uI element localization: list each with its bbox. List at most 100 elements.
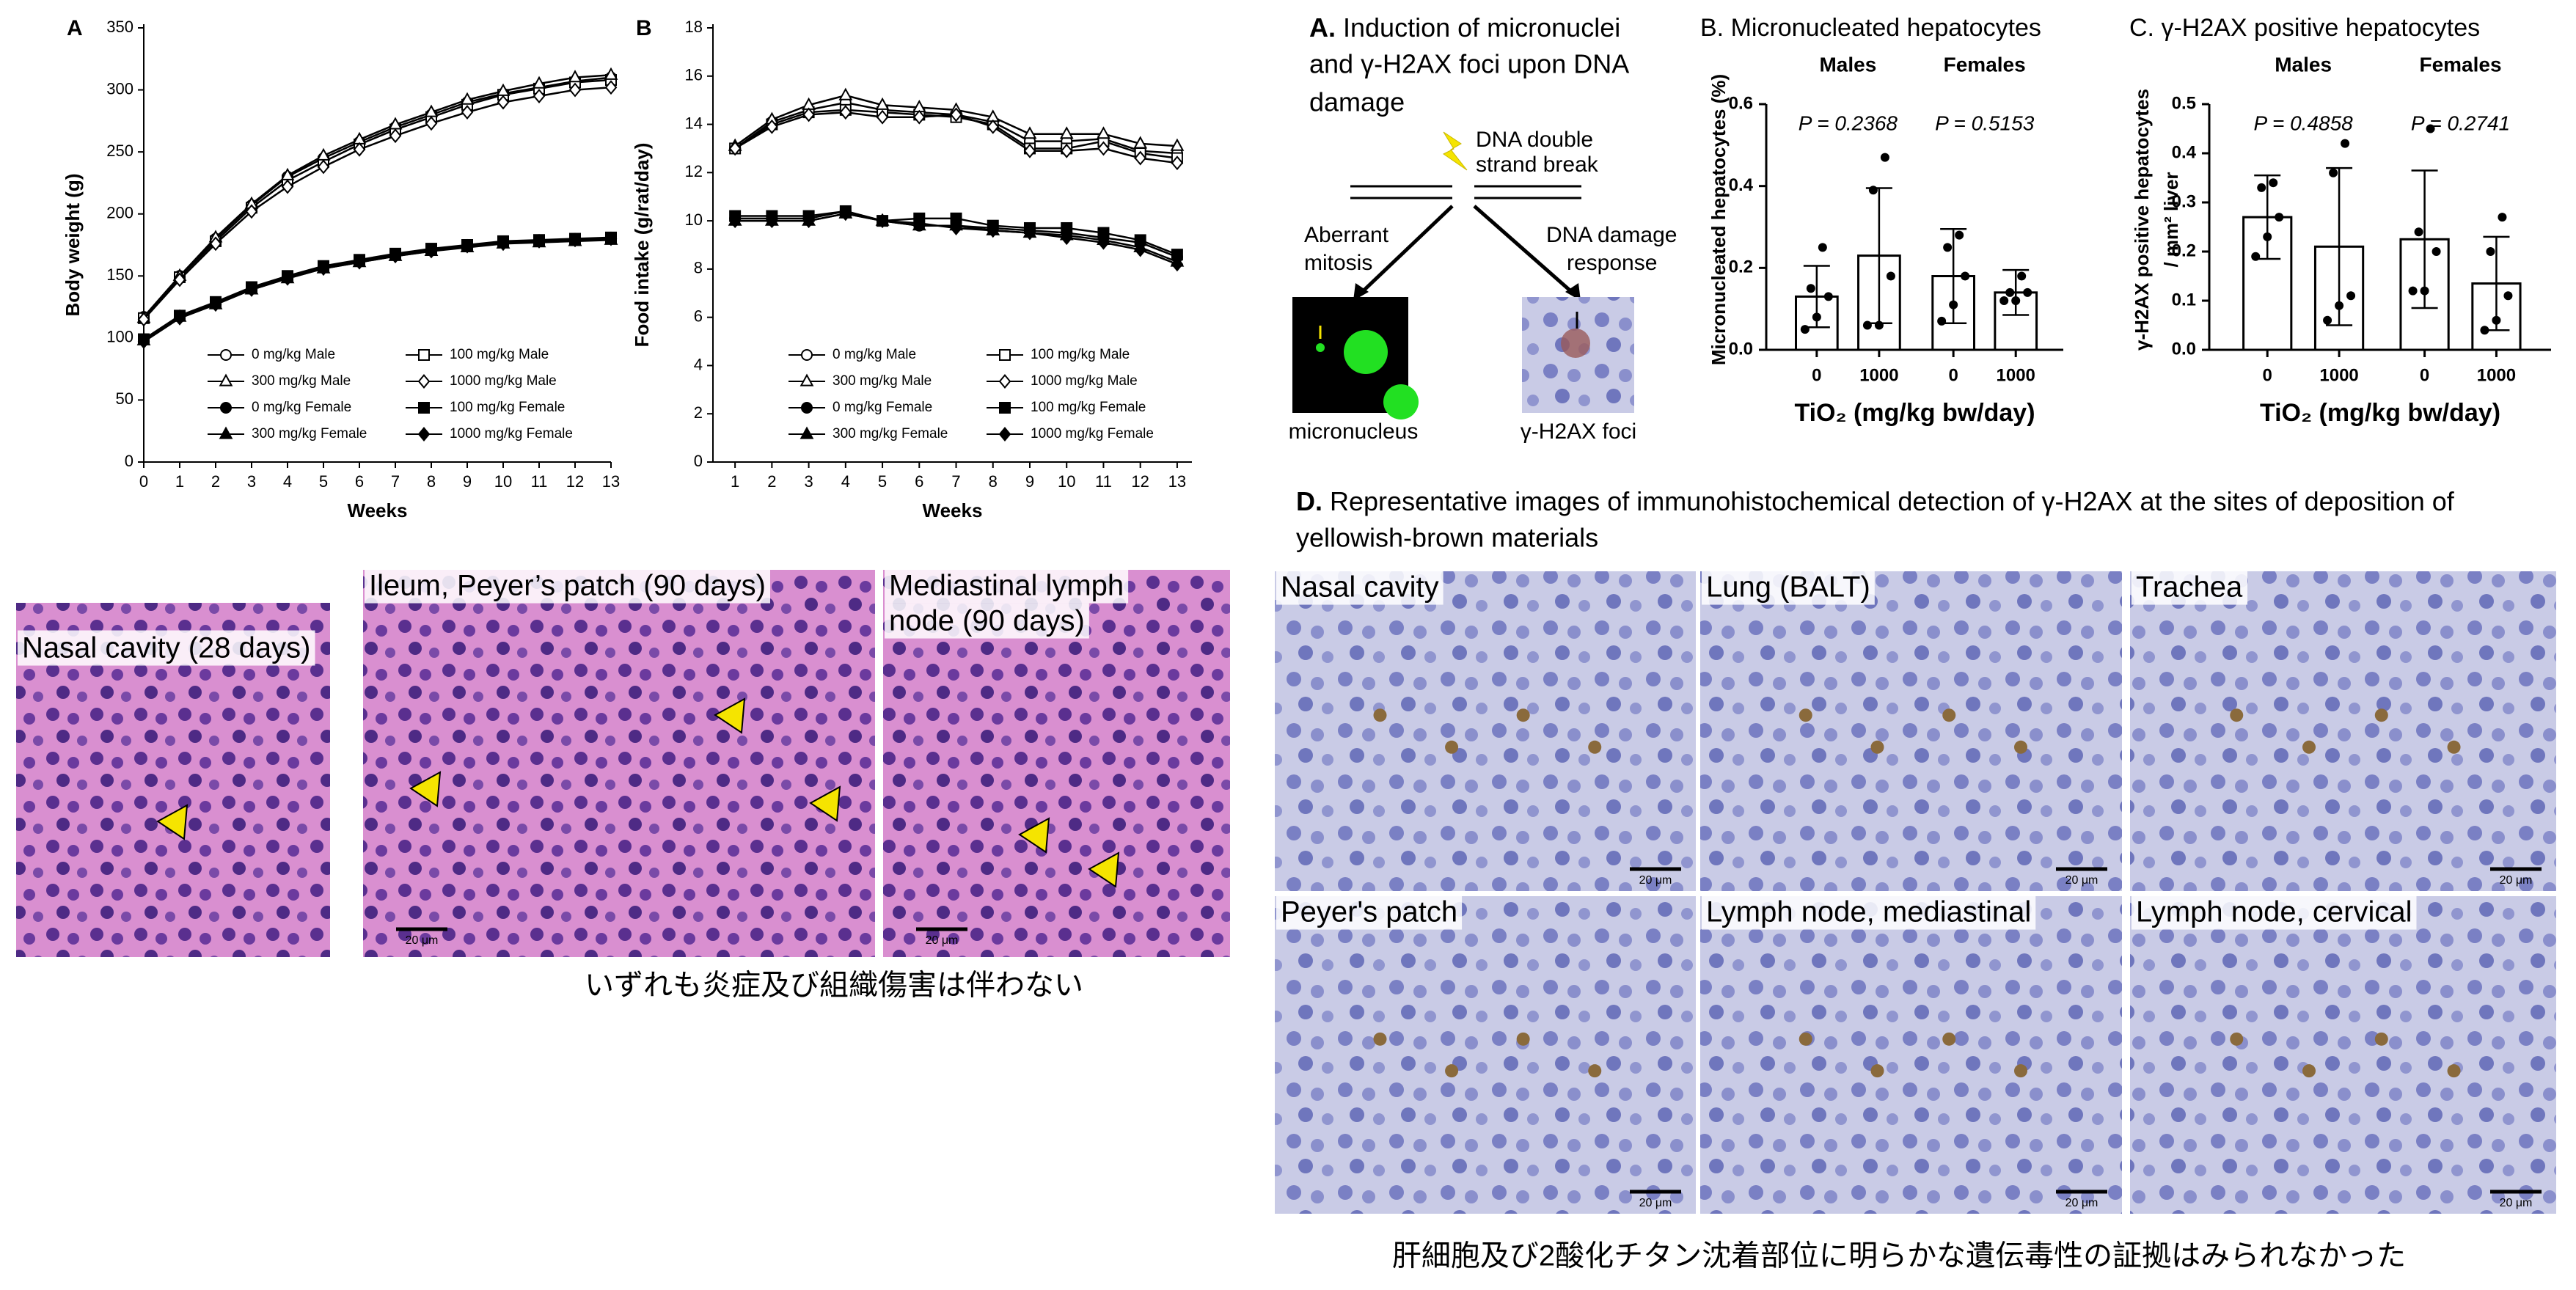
label-bg (885, 568, 1129, 604)
data-point (2346, 291, 2356, 301)
deposit (1799, 708, 1812, 722)
data-point (1862, 320, 1872, 330)
marker (568, 232, 582, 248)
y-tick-label: 4 (694, 355, 703, 373)
marker (1060, 230, 1073, 246)
x-tick-label: 1000 (2319, 365, 2358, 385)
marker (838, 87, 853, 100)
marker (1097, 126, 1110, 139)
data-point (2005, 287, 2015, 297)
y-tick-label: 250 (106, 142, 133, 160)
p-value: P = 0.5153 (1935, 111, 2035, 134)
panel-label: Ileum, Peyer’s patch (90 days) (369, 570, 766, 602)
y-tick-label: 0.2 (1729, 257, 1753, 277)
deposit (1942, 708, 1956, 722)
marker (353, 142, 366, 157)
scale-label: 20 μm (1639, 874, 1672, 887)
data-point (2480, 326, 2489, 335)
error-bar (2002, 268, 2030, 316)
x-tick-label: 2 (767, 472, 776, 491)
arrowhead (1565, 283, 1581, 301)
deposit (1516, 708, 1530, 722)
mitosis-label: mitosis (1304, 251, 1372, 275)
x-tick-label: 12 (1131, 472, 1149, 491)
marker (281, 179, 294, 194)
x-tick-label: 7 (951, 472, 960, 491)
series-line (143, 76, 612, 318)
x-tick-label: 6 (355, 472, 364, 491)
marker (317, 261, 330, 276)
legend-marker (801, 349, 813, 361)
arrowhead (1353, 283, 1369, 301)
legend-marker (417, 374, 431, 389)
x-axis-label: TiO₂ (mg/kg bw/day) (2260, 399, 2500, 427)
data-point (1868, 186, 1878, 195)
marker (460, 92, 475, 105)
marker (1134, 150, 1146, 166)
arrowhead (1018, 817, 1050, 854)
arrowhead (409, 771, 442, 807)
y-axis-label: Body weight (g) (62, 174, 84, 317)
deposit (1870, 740, 1884, 754)
series-line (143, 238, 612, 342)
group-label: Males (2275, 53, 2332, 76)
diagram-title-line: and γ-H2AX foci upon DNA (1309, 49, 1629, 79)
data-point (2257, 183, 2266, 192)
legend-marker (220, 402, 232, 414)
micrograph (2130, 896, 2556, 1214)
marker (912, 109, 926, 125)
x-tick-label: 1000 (1859, 365, 1898, 385)
x-tick-label: 8 (427, 472, 436, 491)
y-tick-label: 8 (694, 259, 703, 277)
y-tick-label: 0 (694, 452, 703, 470)
legend-marker (998, 374, 1011, 389)
x-tick-label: 1 (175, 472, 184, 491)
x-tick-label: 7 (391, 472, 400, 491)
y-tick-label: 14 (685, 114, 703, 132)
marker (173, 310, 186, 326)
y-tick-label: 16 (685, 66, 703, 84)
marker (1134, 242, 1146, 257)
x-tick-label: 5 (878, 472, 887, 491)
panel-label: Nasal cavity (1281, 571, 1439, 604)
y-tick-label: 150 (106, 265, 133, 284)
marker (389, 128, 402, 144)
dna (1350, 185, 1581, 295)
marker (568, 70, 582, 83)
title-part: D. (1296, 486, 1322, 516)
legend-marker (219, 373, 233, 386)
diagram-title-line: damage (1309, 87, 1405, 117)
marker (912, 216, 926, 231)
marker (728, 141, 742, 156)
panel-label: Trachea (2136, 571, 2243, 604)
scale-label: 20 μm (2065, 874, 2099, 887)
legend-marker (219, 426, 233, 439)
deposit (1588, 1064, 1602, 1078)
label-bg (18, 630, 315, 666)
stained-nucleus (1561, 329, 1590, 358)
data-point (2011, 296, 2021, 305)
legend-marker (418, 402, 430, 414)
lightning (1443, 131, 1468, 171)
marker (1023, 143, 1036, 158)
y-axis-label: Micronucleated hepatocytes (%) (1708, 74, 1730, 365)
y-tick-label: 2 (694, 403, 703, 422)
data-point (1999, 296, 2009, 305)
nucleus (1344, 330, 1388, 374)
y-tick-label: 10 (685, 210, 703, 229)
arrowhead (809, 785, 841, 822)
micrograph (1275, 571, 1696, 891)
series-line (143, 78, 612, 319)
legend-marker (999, 349, 1011, 361)
marker (950, 107, 962, 122)
marker (766, 213, 778, 229)
deposit (2447, 1064, 2461, 1078)
series-line (143, 238, 612, 342)
micrograph (2130, 571, 2556, 891)
label-bg (1276, 894, 1463, 930)
error-bar (2411, 169, 2438, 309)
legend-label: 1000 mg/kg Female (1031, 426, 1154, 441)
legend-label: 100 mg/kg Male (450, 347, 549, 362)
diagram: A. Induction of micronuclei and γ-H2AX f… (1289, 12, 1677, 444)
legend-marker (417, 427, 431, 441)
